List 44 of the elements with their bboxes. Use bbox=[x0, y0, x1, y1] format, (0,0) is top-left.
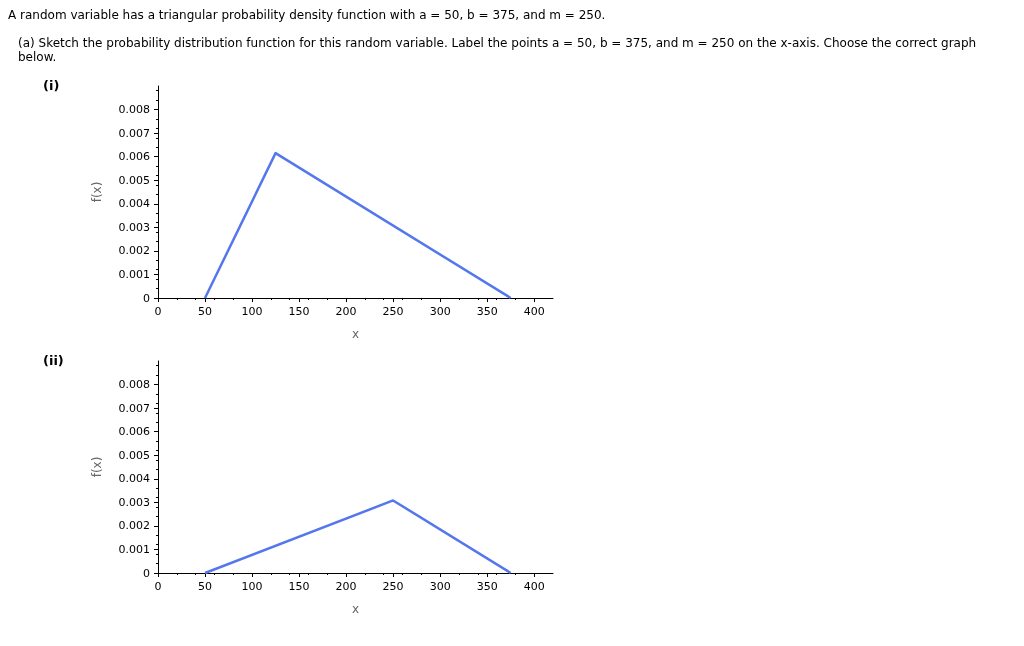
y-tick-label: 0.003 bbox=[118, 495, 150, 509]
y-axis-title: f(x) bbox=[90, 456, 104, 478]
x-tick-label: 300 bbox=[429, 305, 451, 318]
y-tick-label: 0.001 bbox=[118, 542, 150, 556]
y-tick-label: 0.006 bbox=[118, 150, 150, 164]
y-tick-label: 0.005 bbox=[118, 448, 150, 462]
x-tick-label: 400 bbox=[523, 305, 545, 318]
y-tick-label: 0.008 bbox=[118, 378, 150, 392]
x-tick-label: 0 bbox=[154, 305, 162, 318]
x-tick-label: 100 bbox=[241, 580, 263, 593]
x-tick-label: 150 bbox=[288, 580, 310, 593]
text: (a) Sketch the probability distribution function for this random variable. Label the points a = 50, b = 375, and m = 250 on the x-axis. Choose the correct graph below. bbox=[18, 36, 978, 64]
text: A random variable has a triangular probability density function with a = 50, b = 375, and m = 250. bbox=[8, 8, 607, 22]
y-tick-label: 0.007 bbox=[118, 401, 150, 415]
y-tick-label: 0.003 bbox=[118, 220, 150, 234]
y-tick-label: 0.004 bbox=[118, 197, 150, 211]
x-tick-label: 250 bbox=[382, 580, 404, 593]
y-tick-label: 0.004 bbox=[118, 472, 150, 486]
y-tick-label: 0 bbox=[143, 566, 150, 580]
y-axis-title: f(x) bbox=[90, 181, 104, 203]
x-axis-title: x bbox=[351, 602, 360, 616]
x-tick-label: 200 bbox=[335, 305, 357, 318]
x-tick-label: 200 bbox=[335, 580, 357, 593]
x-tick-label: 350 bbox=[476, 580, 498, 593]
y-tick-label: 0.008 bbox=[118, 103, 150, 117]
x-tick-label: 50 bbox=[198, 580, 213, 593]
x-tick-label: 300 bbox=[429, 580, 451, 593]
y-tick-label: 0.001 bbox=[118, 267, 150, 281]
y-tick-label: 0.002 bbox=[118, 244, 150, 258]
x-tick-label: 0 bbox=[154, 580, 162, 593]
y-tick-label: 0.007 bbox=[118, 126, 150, 140]
x-axis-title: x bbox=[351, 327, 360, 341]
x-tick-label: 150 bbox=[288, 305, 310, 318]
x-tick-label: 400 bbox=[523, 580, 545, 593]
text: (ii) bbox=[43, 353, 64, 368]
x-tick-label: 350 bbox=[476, 305, 498, 318]
x-tick-label: 250 bbox=[382, 305, 404, 318]
x-tick-label: 100 bbox=[241, 305, 263, 318]
x-tick-label: 50 bbox=[198, 305, 213, 318]
y-tick-label: 0.006 bbox=[118, 425, 150, 439]
y-tick-label: 0.002 bbox=[118, 519, 150, 533]
y-tick-label: 0 bbox=[143, 291, 150, 305]
y-tick-label: 0.005 bbox=[118, 173, 150, 187]
text: (i) bbox=[43, 78, 60, 93]
